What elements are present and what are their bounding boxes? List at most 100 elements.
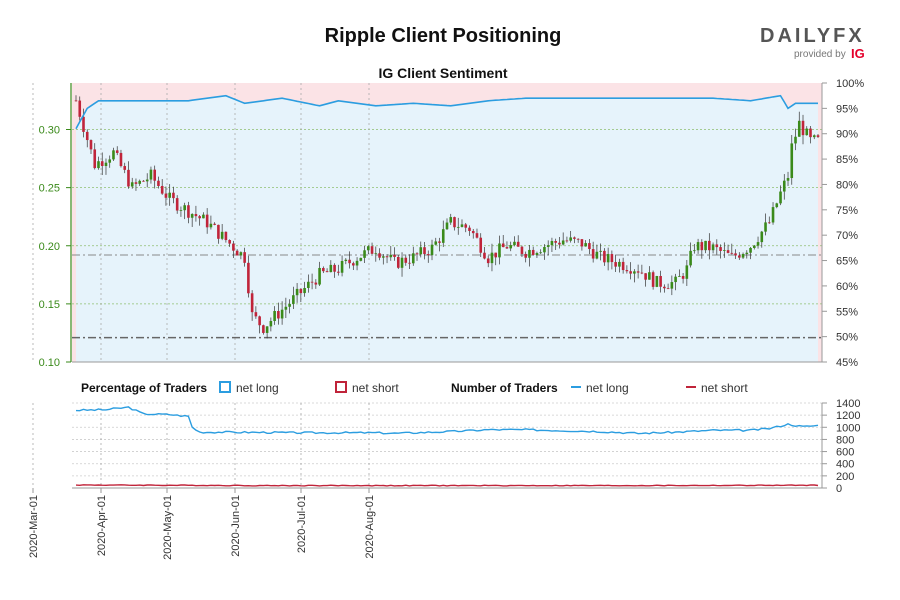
candle-body	[299, 288, 303, 294]
candle-body	[269, 320, 273, 327]
candle-body	[723, 250, 726, 251]
candle-body	[224, 231, 228, 241]
candle-body	[280, 309, 284, 319]
date-tick-label: 2020-Mar-01	[28, 495, 40, 558]
candle-body	[539, 252, 542, 254]
candle-body	[359, 257, 363, 261]
candle-body	[228, 240, 231, 244]
candle-body	[423, 247, 426, 255]
percentage-tick-label: 100%	[836, 78, 864, 90]
candle-body	[273, 310, 276, 321]
chart-title: Ripple Client Positioning	[325, 25, 562, 47]
candle-body	[100, 161, 104, 167]
candle-body	[554, 241, 557, 243]
candle-body	[734, 253, 737, 256]
traders-tick-label: 200	[836, 471, 854, 483]
candle-body	[498, 243, 501, 258]
candle-body	[415, 253, 419, 255]
candle-body	[378, 253, 381, 258]
candle-body	[374, 253, 378, 255]
candle-body	[700, 242, 704, 251]
candle-body	[340, 260, 344, 273]
candle-body	[745, 252, 749, 254]
candle-body	[809, 128, 812, 138]
candle-body	[400, 257, 404, 268]
candle-body	[138, 180, 142, 184]
candle-body	[344, 259, 348, 261]
candle-body	[456, 226, 460, 228]
candle-body	[640, 272, 644, 274]
candle-body	[715, 244, 719, 248]
traders-tick-label: 1200	[836, 410, 860, 422]
date-tick-label: 2020-Apr-01	[96, 495, 108, 556]
percentage-tick-label: 75%	[836, 205, 858, 217]
date-tick-label: 2020-Aug-01	[364, 495, 376, 559]
candle-body	[460, 224, 464, 227]
candle-body	[606, 254, 610, 263]
candle-body	[520, 246, 524, 254]
candle-body	[235, 250, 239, 256]
percentage-tick-label: 50%	[836, 332, 858, 344]
candle-body	[501, 243, 505, 248]
candle-body	[250, 293, 254, 313]
candle-body	[685, 265, 689, 279]
candle-body	[262, 325, 265, 333]
candle-body	[767, 222, 771, 224]
candle-body	[396, 256, 400, 268]
traders-tick-label: 1000	[836, 422, 860, 434]
candle-body	[779, 191, 782, 204]
candle-body	[486, 258, 490, 264]
candle-body	[644, 273, 647, 280]
candle-body	[288, 303, 291, 307]
candle-body	[370, 246, 374, 254]
candle-body	[303, 287, 306, 294]
price-tick-label: 0.15	[39, 299, 60, 311]
candle-body	[505, 247, 509, 249]
candle-body	[104, 162, 108, 167]
candle-body	[719, 247, 722, 251]
candle-body	[681, 275, 685, 279]
candle-body	[595, 251, 599, 259]
candle-body	[153, 169, 156, 181]
candle-body	[782, 180, 786, 192]
candle-body	[805, 128, 809, 136]
date-tick-label: 2020-May-01	[162, 495, 174, 560]
candle-body	[142, 180, 145, 182]
price-panel: 0.10 0.15 0.20 0.25 0.30 45% 50% 55% 60% 65% 70% 75…	[32, 78, 864, 369]
candle-body	[393, 254, 396, 257]
candle-body	[329, 264, 333, 273]
candle-body	[603, 250, 606, 263]
candle-body	[546, 245, 550, 247]
candle-body	[708, 240, 711, 251]
net-long-percentage-line	[75, 94, 818, 130]
candle-body	[381, 256, 385, 258]
candle-body	[816, 135, 820, 137]
candle-body	[172, 192, 175, 199]
candle-body	[314, 282, 318, 285]
candle-body	[404, 257, 408, 263]
candle-body	[569, 237, 572, 241]
candle-body	[265, 326, 269, 333]
candle-body	[576, 238, 580, 240]
candle-body	[453, 217, 456, 228]
candle-body	[239, 252, 243, 256]
candle-body	[812, 135, 816, 138]
price-tick-label: 0.10	[39, 357, 60, 369]
candle-body	[85, 131, 89, 141]
candle-body	[614, 262, 617, 267]
candle-body	[584, 243, 587, 247]
candle-body	[655, 275, 659, 287]
candle-body	[468, 227, 471, 231]
candle-body	[112, 150, 115, 160]
candle-body	[292, 295, 295, 304]
legend-percentage-heading: Percentage of Traders	[81, 381, 207, 395]
candle-body	[307, 281, 310, 288]
candle-body	[130, 182, 134, 187]
legend-number-heading: Number of Traders	[451, 381, 558, 395]
legend-num-long-label: net long	[586, 381, 629, 395]
candle-body	[355, 260, 359, 266]
candle-body	[89, 140, 93, 150]
candle-body	[449, 217, 453, 223]
traders-tick-label: 400	[836, 459, 854, 471]
candle-body	[464, 224, 468, 228]
